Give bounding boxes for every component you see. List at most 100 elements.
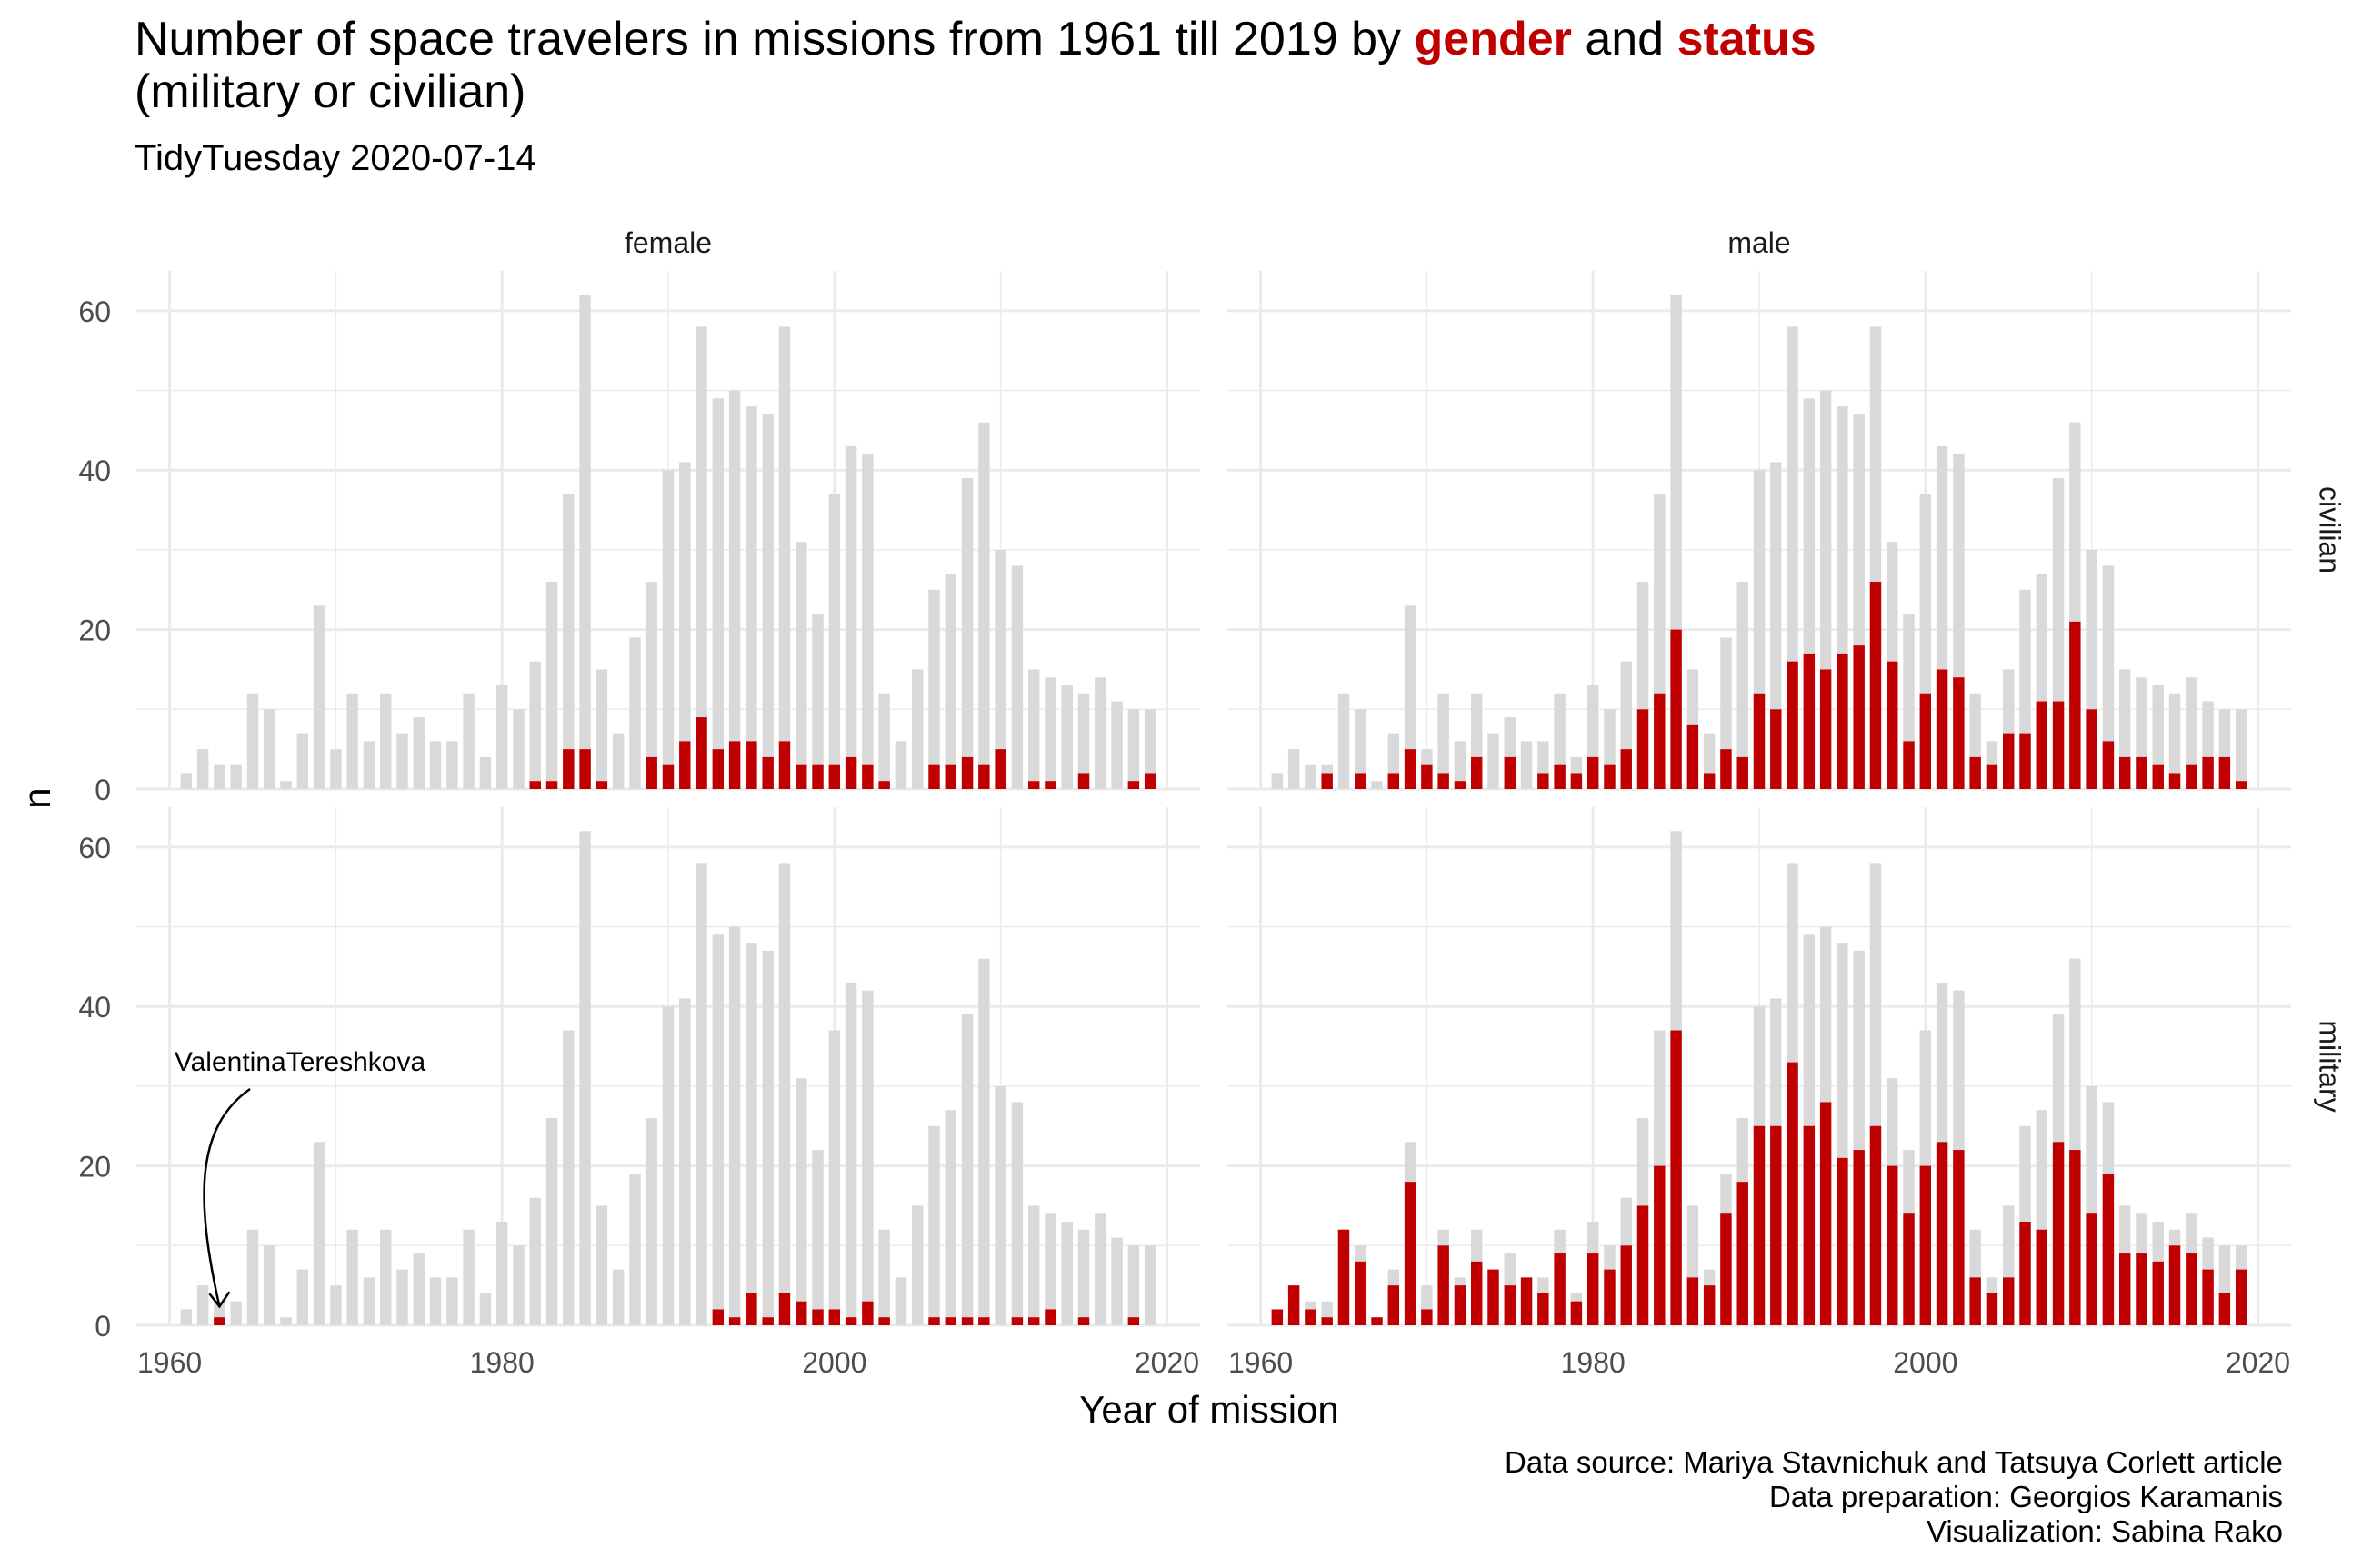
highlight-bar-1984 — [1654, 1165, 1666, 1325]
background-bar-2000 — [828, 494, 841, 789]
background-bar-1963 — [214, 764, 225, 789]
background-bar-1981 — [513, 1245, 525, 1325]
background-bar-1968 — [296, 733, 309, 789]
highlight-bar-1965 — [1337, 1229, 1350, 1325]
highlight-bar-1972 — [1454, 1285, 1466, 1325]
highlight-bar-1982 — [1620, 1245, 1632, 1325]
highlight-bar-2013 — [1045, 1309, 1056, 1325]
background-bar-2001 — [845, 982, 857, 1325]
highlight-bar-1970 — [1421, 1309, 1433, 1325]
x-tick-label: 2000 — [1893, 1346, 1957, 1379]
highlight-bar-1963 — [214, 1317, 225, 1325]
highlight-bar-1984 — [1654, 693, 1666, 789]
highlight-bar-1961 — [1271, 1309, 1284, 1325]
highlight-bar-2011 — [2102, 741, 2115, 789]
background-bar-1986 — [596, 1205, 608, 1325]
highlight-bar-1982 — [529, 781, 541, 789]
highlight-bar-1972 — [1454, 781, 1466, 789]
highlight-bar-1974 — [1487, 1269, 1499, 1325]
highlight-bar-2002 — [1953, 677, 1965, 789]
background-bar-1965 — [246, 1229, 259, 1325]
highlight-bar-1966 — [1355, 1261, 1366, 1325]
background-bar-1969 — [313, 605, 325, 789]
background-bar-1991 — [1770, 462, 1782, 789]
background-bar-1985 — [579, 831, 591, 1325]
highlight-bar-2013 — [2136, 1253, 2147, 1325]
highlight-bar-1975 — [1504, 1285, 1516, 1325]
highlight-bar-1999 — [1903, 1213, 1915, 1325]
highlight-bar-1985 — [1670, 629, 1682, 789]
highlight-bar-2009 — [978, 1317, 990, 1325]
background-bar-1993 — [712, 398, 725, 789]
background-bar-1996 — [762, 950, 774, 1325]
caption-visualization: Visualization: Sabina Rako — [1927, 1514, 2283, 1548]
highlight-bar-1997 — [1869, 582, 1882, 789]
highlight-bar-2003 — [878, 781, 890, 789]
background-bar-1991 — [679, 998, 691, 1325]
highlight-bar-1973 — [1471, 756, 1483, 789]
background-bar-2011 — [1011, 1102, 1024, 1325]
highlight-bar-1977 — [1537, 773, 1549, 789]
background-bar-2012 — [1027, 1205, 1040, 1325]
highlight-bar-2001 — [1936, 669, 1948, 789]
highlight-bar-2019 — [2235, 781, 2247, 789]
background-bar-1967 — [280, 1317, 292, 1325]
highlight-bar-2010 — [2086, 709, 2097, 789]
background-bar-1961 — [1271, 773, 1284, 789]
background-bar-1976 — [429, 741, 442, 789]
caption: Data source: Mariya Stavnichuk and Tatsu… — [1505, 1445, 2283, 1549]
background-bar-2008 — [961, 1014, 974, 1325]
background-bar-1964 — [230, 1301, 242, 1325]
background-bar-2009 — [978, 958, 990, 1325]
highlight-bar-1979 — [1570, 773, 1583, 789]
background-bar-2015 — [1077, 1229, 1090, 1325]
highlight-bar-1963 — [1305, 1309, 1316, 1325]
highlight-bar-2018 — [1127, 1317, 1140, 1325]
x-axis-title: Year of mission — [1079, 1388, 1339, 1431]
background-bar-2018 — [1127, 1245, 1140, 1325]
background-bar-2015 — [1077, 693, 1090, 789]
facet-label-civilian: civilian — [2314, 486, 2347, 574]
background-bar-1969 — [1404, 605, 1416, 789]
background-bar-1996 — [762, 414, 774, 789]
y-tick-label: 20 — [78, 1151, 111, 1183]
x-tick-label: 1980 — [470, 1346, 535, 1379]
highlight-bar-1992 — [1787, 661, 1798, 789]
highlight-bar-2011 — [2102, 1174, 2115, 1325]
background-bar-1979 — [479, 756, 492, 789]
highlight-bar-1988 — [1720, 1213, 1732, 1325]
highlight-bar-1998 — [796, 764, 807, 789]
background-bar-1999 — [812, 1150, 824, 1325]
background-bar-1972 — [1454, 741, 1466, 789]
background-bar-2000 — [828, 1030, 841, 1325]
highlight-bar-2000 — [1919, 693, 1932, 789]
background-bar-2011 — [1011, 565, 1024, 789]
background-bar-1962 — [196, 749, 209, 789]
highlight-bar-1981 — [1604, 1269, 1616, 1325]
background-bar-1992 — [696, 326, 707, 789]
background-bar-1978 — [463, 693, 475, 789]
highlight-bar-1983 — [545, 781, 558, 789]
background-bar-1962 — [196, 1285, 209, 1325]
background-bar-2007 — [945, 1110, 956, 1325]
background-bar-1997 — [778, 863, 791, 1325]
highlight-bar-2005 — [2003, 733, 2015, 789]
highlight-bar-2009 — [2069, 1150, 2081, 1325]
background-bar-1971 — [346, 1229, 358, 1325]
highlight-bar-1991 — [679, 741, 691, 789]
highlight-bar-1984 — [563, 749, 575, 789]
highlight-bar-1985 — [1670, 1030, 1682, 1325]
highlight-bar-1975 — [1504, 756, 1516, 789]
x-tick-label: 2020 — [2226, 1346, 2290, 1379]
background-bar-1973 — [380, 693, 392, 789]
highlight-bar-1978 — [1554, 1253, 1566, 1325]
highlight-bar-1997 — [1869, 1125, 1882, 1325]
background-bar-1967 — [280, 781, 292, 789]
background-bar-1983 — [545, 582, 558, 789]
background-bar-2019 — [1144, 709, 1156, 789]
background-bar-1997 — [778, 326, 791, 789]
highlight-bar-2011 — [1011, 1317, 1024, 1325]
highlight-bar-2017 — [2202, 1269, 2214, 1325]
background-bar-1971 — [1437, 693, 1449, 789]
highlight-bar-1968 — [1387, 1285, 1400, 1325]
